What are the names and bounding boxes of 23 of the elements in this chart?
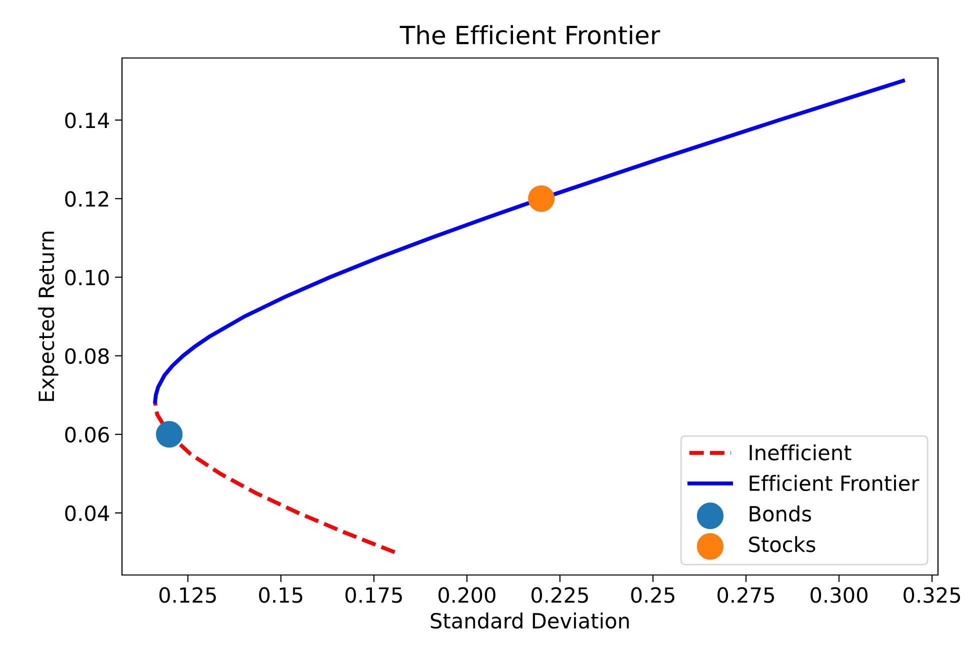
y-tick-label: 0.10 [65,270,109,286]
x-tick-label: 0.175 [345,587,402,603]
legend-label: Inefficient [750,444,852,460]
x-tick-label: 0.225 [532,587,588,603]
line-series [153,78,905,404]
y-axis-title: Expected Return [38,232,58,401]
y-tick-label: 0.04 [65,505,110,522]
x-tick-label: 0.200 [438,587,496,603]
y-tick-label: 0.08 [65,348,109,364]
x-tick-label: 0.15 [259,587,302,603]
y-tick-label: 0.14 [65,112,110,128]
legend-label: Bonds [750,506,812,522]
legend-label: Stocks [749,536,816,552]
legend-label: Efficient Frontier [750,474,920,492]
x-tick-label: 0.325 [904,587,960,603]
x-tick-label: 0.275 [718,587,774,603]
y-tick-label: 0.06 [65,426,109,443]
x-tick-label: 0.125 [159,587,216,603]
x-tick-label: 0.25 [631,587,674,603]
x-tick-label: 0.300 [810,587,868,603]
x-axis-title: Standard Deviation [430,612,629,629]
chart-title: The Efficient Frontier [400,25,660,44]
y-tick-label: 0.12 [65,191,108,207]
